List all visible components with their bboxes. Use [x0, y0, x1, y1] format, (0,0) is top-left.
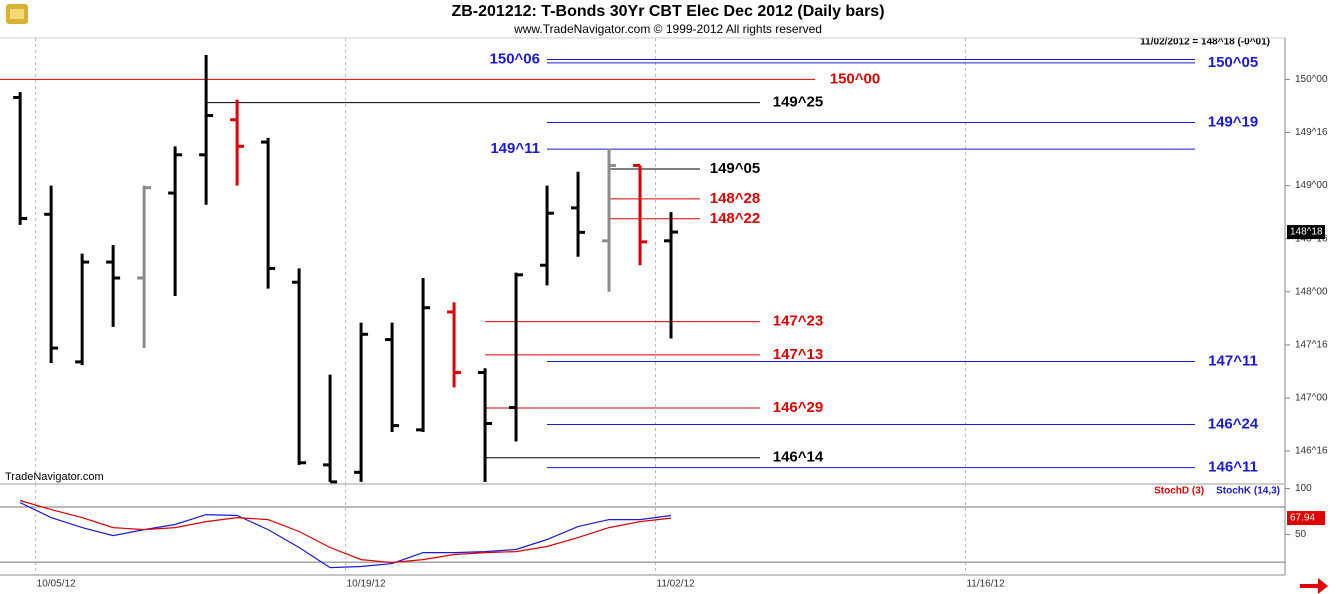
level-label: 146^24 [1208, 416, 1259, 433]
last-value-label: 148^18 [1290, 227, 1323, 238]
x-tick-label: 11/02/12 [657, 579, 696, 590]
y-tick-label: 50 [1295, 529, 1307, 540]
legend-entry: StochK (14,3) [1216, 486, 1280, 497]
x-tick-label: 10/05/12 [37, 579, 76, 590]
level-label: 149^19 [1208, 114, 1258, 131]
y-tick-label: 149^00 [1295, 180, 1328, 191]
level-label: 149^25 [773, 94, 823, 111]
x-tick-label: 10/19/12 [347, 579, 386, 590]
scroll-arrow[interactable] [1300, 578, 1328, 594]
last-value-box [1287, 225, 1325, 240]
level-label: 149^05 [710, 160, 760, 177]
level-label: 148^22 [710, 210, 760, 227]
chart-subtitle: www.TradeNavigator.com © 1999-2012 All r… [513, 22, 822, 36]
last-value-label: 67.94 [1290, 513, 1315, 524]
y-tick-label: 147^00 [1295, 393, 1328, 404]
level-label: 149^11 [490, 140, 540, 157]
y-tick-label: 150^00 [1295, 74, 1328, 85]
level-label: 148^28 [710, 190, 760, 207]
y-tick-label: 146^16 [1295, 446, 1328, 457]
y-tick-label: 100 [1295, 483, 1312, 494]
level-label: 147^23 [773, 313, 823, 330]
status-text: 11/02/2012 = 148^18 (-0^01) [1140, 37, 1270, 48]
level-label: 150^05 [1208, 54, 1258, 71]
last-value-box [1287, 511, 1325, 526]
logo [6, 4, 28, 24]
level-label: 150^00 [830, 70, 880, 87]
y-tick-label: 147^16 [1295, 340, 1328, 351]
stoch-line [19, 499, 672, 564]
level-label: 146^11 [1208, 459, 1258, 476]
stoch-line [19, 502, 672, 569]
level-label: 150^06 [490, 50, 540, 67]
level-label: 147^13 [773, 346, 823, 363]
legend-entry: StochD (3) [1154, 486, 1204, 497]
y-tick-label: 148^00 [1295, 286, 1328, 297]
chart-title: ZB-201212: T-Bonds 30Yr CBT Elec Dec 201… [451, 3, 884, 20]
x-tick-label: 11/16/12 [966, 579, 1005, 590]
level-label: 146^29 [773, 399, 823, 416]
y-tick-label: 149^16 [1295, 127, 1328, 138]
watermark: TradeNavigator.com [5, 471, 104, 483]
level-label: 147^11 [1208, 352, 1258, 369]
level-label: 146^14 [773, 449, 824, 466]
